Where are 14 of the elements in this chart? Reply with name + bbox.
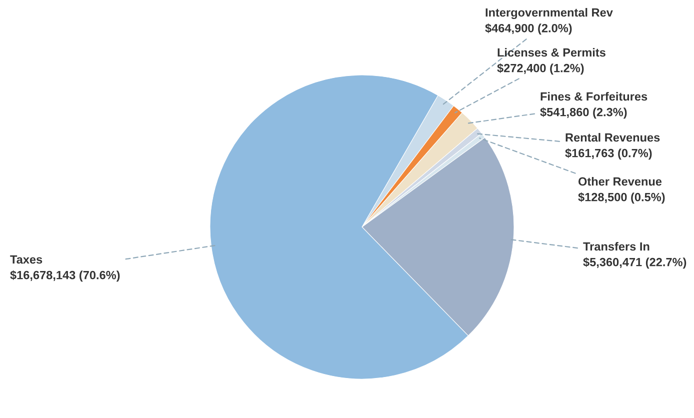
data-label: $16,678,143 (70.6%): [10, 270, 120, 282]
data-label: $5,360,471 (22.7%): [583, 257, 686, 269]
slice-label: Transfers In: [583, 242, 650, 251]
slice-label: Intergovernmental Rev: [486, 8, 613, 20]
data-label: $464,900 (2.0%): [485, 23, 572, 35]
slice-label: Rental Revenues: [566, 133, 660, 142]
slice-label: Fines & Forfeitures: [540, 92, 648, 101]
slice-label: Licenses & Permits: [498, 48, 606, 57]
slice-label: Other Revenue: [578, 177, 662, 186]
data-label: $128,500 (0.5%): [578, 192, 665, 204]
data-label: $541,860 (2.3%): [540, 107, 627, 119]
data-label: $161,763 (0.7%): [565, 148, 652, 160]
slice-label: Taxes: [10, 255, 42, 264]
data-label: $272,400 (1.2%): [497, 63, 584, 75]
